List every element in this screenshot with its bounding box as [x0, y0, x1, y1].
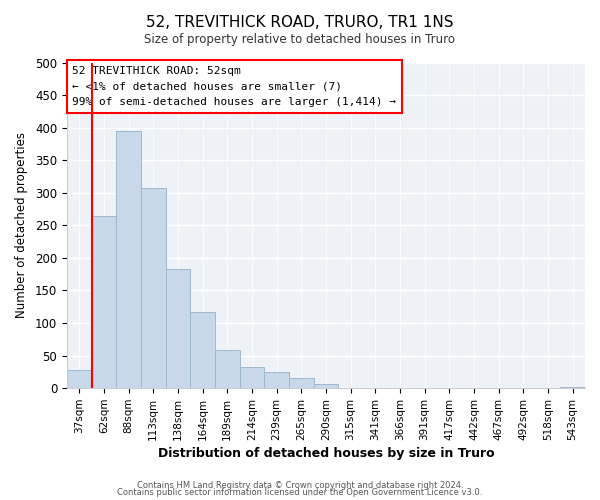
Y-axis label: Number of detached properties: Number of detached properties — [15, 132, 28, 318]
X-axis label: Distribution of detached houses by size in Truro: Distribution of detached houses by size … — [158, 447, 494, 460]
Bar — [141, 188, 166, 388]
Bar — [289, 378, 314, 388]
Bar — [264, 372, 289, 388]
Bar — [314, 384, 338, 388]
Text: 52, TREVITHICK ROAD, TRURO, TR1 1NS: 52, TREVITHICK ROAD, TRURO, TR1 1NS — [146, 15, 454, 30]
Bar — [116, 131, 141, 388]
Bar — [560, 387, 585, 388]
Bar — [92, 216, 116, 388]
Bar — [239, 368, 264, 388]
Text: Size of property relative to detached houses in Truro: Size of property relative to detached ho… — [145, 32, 455, 46]
Text: 52 TREVITHICK ROAD: 52sqm
← <1% of detached houses are smaller (7)
99% of semi-d: 52 TREVITHICK ROAD: 52sqm ← <1% of detac… — [72, 66, 396, 107]
Text: Contains HM Land Registry data © Crown copyright and database right 2024.: Contains HM Land Registry data © Crown c… — [137, 480, 463, 490]
Bar — [166, 269, 190, 388]
Bar — [215, 350, 239, 388]
Bar — [190, 312, 215, 388]
Text: Contains public sector information licensed under the Open Government Licence v3: Contains public sector information licen… — [118, 488, 482, 497]
Bar — [67, 370, 92, 388]
